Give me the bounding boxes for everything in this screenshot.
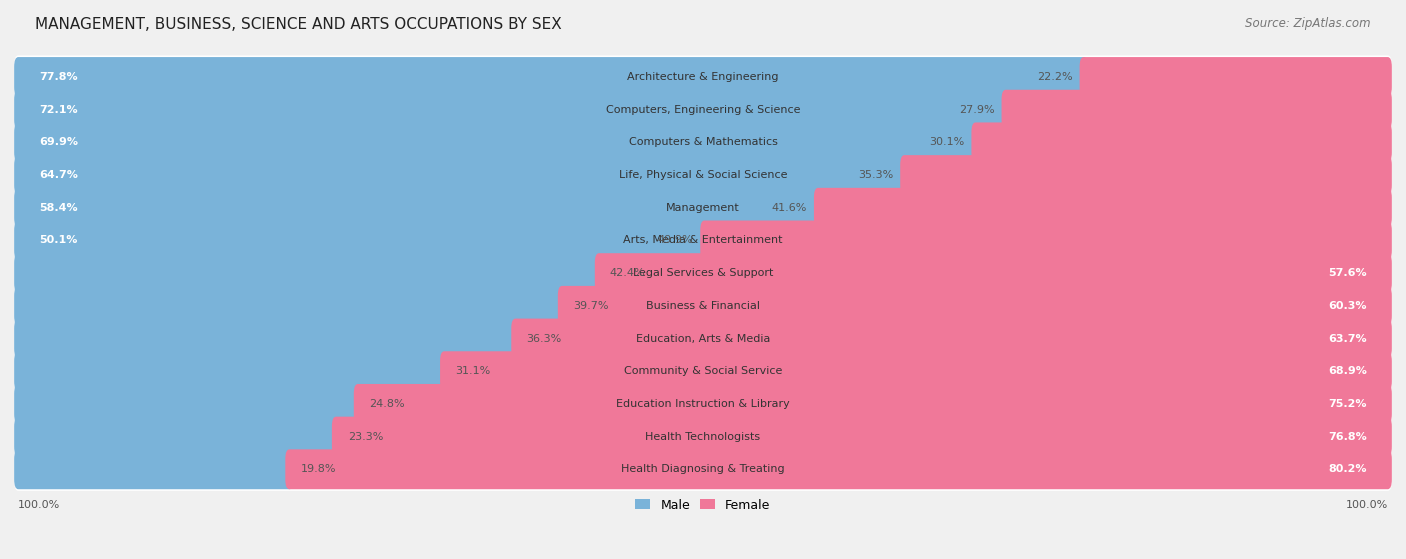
FancyBboxPatch shape (595, 253, 1392, 293)
Text: 77.8%: 77.8% (39, 72, 77, 82)
Text: 69.9%: 69.9% (39, 138, 77, 148)
FancyBboxPatch shape (354, 384, 1392, 424)
Text: 68.9%: 68.9% (1329, 366, 1367, 376)
Text: 75.2%: 75.2% (1329, 399, 1367, 409)
Legend: Male, Female: Male, Female (630, 494, 776, 517)
Text: Business & Financial: Business & Financial (645, 301, 761, 311)
FancyBboxPatch shape (972, 122, 1392, 162)
FancyBboxPatch shape (14, 122, 980, 162)
FancyBboxPatch shape (14, 382, 1392, 425)
Text: 58.4%: 58.4% (39, 203, 77, 213)
FancyBboxPatch shape (332, 416, 1392, 457)
Text: 39.7%: 39.7% (572, 301, 609, 311)
Text: Legal Services & Support: Legal Services & Support (633, 268, 773, 278)
FancyBboxPatch shape (14, 55, 1392, 98)
FancyBboxPatch shape (14, 317, 1392, 360)
FancyBboxPatch shape (14, 252, 1392, 295)
FancyBboxPatch shape (700, 220, 1392, 260)
FancyBboxPatch shape (512, 319, 1392, 358)
Text: Health Diagnosing & Treating: Health Diagnosing & Treating (621, 465, 785, 474)
FancyBboxPatch shape (1001, 90, 1392, 130)
Text: Life, Physical & Social Science: Life, Physical & Social Science (619, 170, 787, 180)
Text: 72.1%: 72.1% (39, 105, 77, 115)
FancyBboxPatch shape (14, 415, 1392, 458)
FancyBboxPatch shape (558, 286, 1392, 326)
FancyBboxPatch shape (1080, 57, 1392, 97)
Text: 30.1%: 30.1% (929, 138, 965, 148)
FancyBboxPatch shape (440, 351, 1392, 391)
Text: 31.1%: 31.1% (456, 366, 491, 376)
Text: Computers, Engineering & Science: Computers, Engineering & Science (606, 105, 800, 115)
Text: Source: ZipAtlas.com: Source: ZipAtlas.com (1246, 17, 1371, 30)
FancyBboxPatch shape (14, 286, 567, 326)
Text: Community & Social Service: Community & Social Service (624, 366, 782, 376)
FancyBboxPatch shape (14, 57, 1088, 97)
Text: Architecture & Engineering: Architecture & Engineering (627, 72, 779, 82)
Text: 50.1%: 50.1% (39, 235, 77, 245)
Text: Arts, Media & Entertainment: Arts, Media & Entertainment (623, 235, 783, 245)
FancyBboxPatch shape (14, 155, 908, 195)
FancyBboxPatch shape (14, 220, 709, 260)
Text: 24.8%: 24.8% (368, 399, 405, 409)
FancyBboxPatch shape (900, 155, 1392, 195)
Text: Management: Management (666, 203, 740, 213)
Text: 19.8%: 19.8% (301, 465, 336, 474)
FancyBboxPatch shape (14, 253, 603, 293)
Text: 76.8%: 76.8% (1329, 432, 1367, 442)
Text: 22.2%: 22.2% (1038, 72, 1073, 82)
Text: Computers & Mathematics: Computers & Mathematics (628, 138, 778, 148)
FancyBboxPatch shape (14, 285, 1392, 328)
Text: Education Instruction & Library: Education Instruction & Library (616, 399, 790, 409)
Text: 35.3%: 35.3% (858, 170, 893, 180)
Text: 57.6%: 57.6% (1329, 268, 1367, 278)
Text: 64.7%: 64.7% (39, 170, 77, 180)
Text: 23.3%: 23.3% (349, 432, 384, 442)
FancyBboxPatch shape (14, 121, 1392, 164)
FancyBboxPatch shape (14, 416, 342, 457)
FancyBboxPatch shape (14, 188, 823, 228)
FancyBboxPatch shape (814, 188, 1392, 228)
FancyBboxPatch shape (14, 449, 294, 489)
FancyBboxPatch shape (14, 88, 1392, 131)
Text: 100.0%: 100.0% (1346, 500, 1388, 510)
Text: Education, Arts & Media: Education, Arts & Media (636, 334, 770, 344)
Text: 60.3%: 60.3% (1329, 301, 1367, 311)
FancyBboxPatch shape (14, 384, 361, 424)
FancyBboxPatch shape (14, 90, 1010, 130)
FancyBboxPatch shape (14, 448, 1392, 491)
Text: Health Technologists: Health Technologists (645, 432, 761, 442)
Text: 36.3%: 36.3% (526, 334, 561, 344)
Text: 49.9%: 49.9% (658, 235, 693, 245)
FancyBboxPatch shape (14, 154, 1392, 197)
FancyBboxPatch shape (14, 219, 1392, 262)
Text: 42.4%: 42.4% (610, 268, 645, 278)
Text: 41.6%: 41.6% (772, 203, 807, 213)
FancyBboxPatch shape (14, 351, 449, 391)
FancyBboxPatch shape (14, 349, 1392, 393)
FancyBboxPatch shape (14, 319, 519, 358)
Text: MANAGEMENT, BUSINESS, SCIENCE AND ARTS OCCUPATIONS BY SEX: MANAGEMENT, BUSINESS, SCIENCE AND ARTS O… (35, 17, 562, 32)
FancyBboxPatch shape (14, 186, 1392, 229)
Text: 80.2%: 80.2% (1329, 465, 1367, 474)
Text: 27.9%: 27.9% (959, 105, 994, 115)
Text: 63.7%: 63.7% (1329, 334, 1367, 344)
Text: 100.0%: 100.0% (18, 500, 60, 510)
FancyBboxPatch shape (285, 449, 1392, 489)
